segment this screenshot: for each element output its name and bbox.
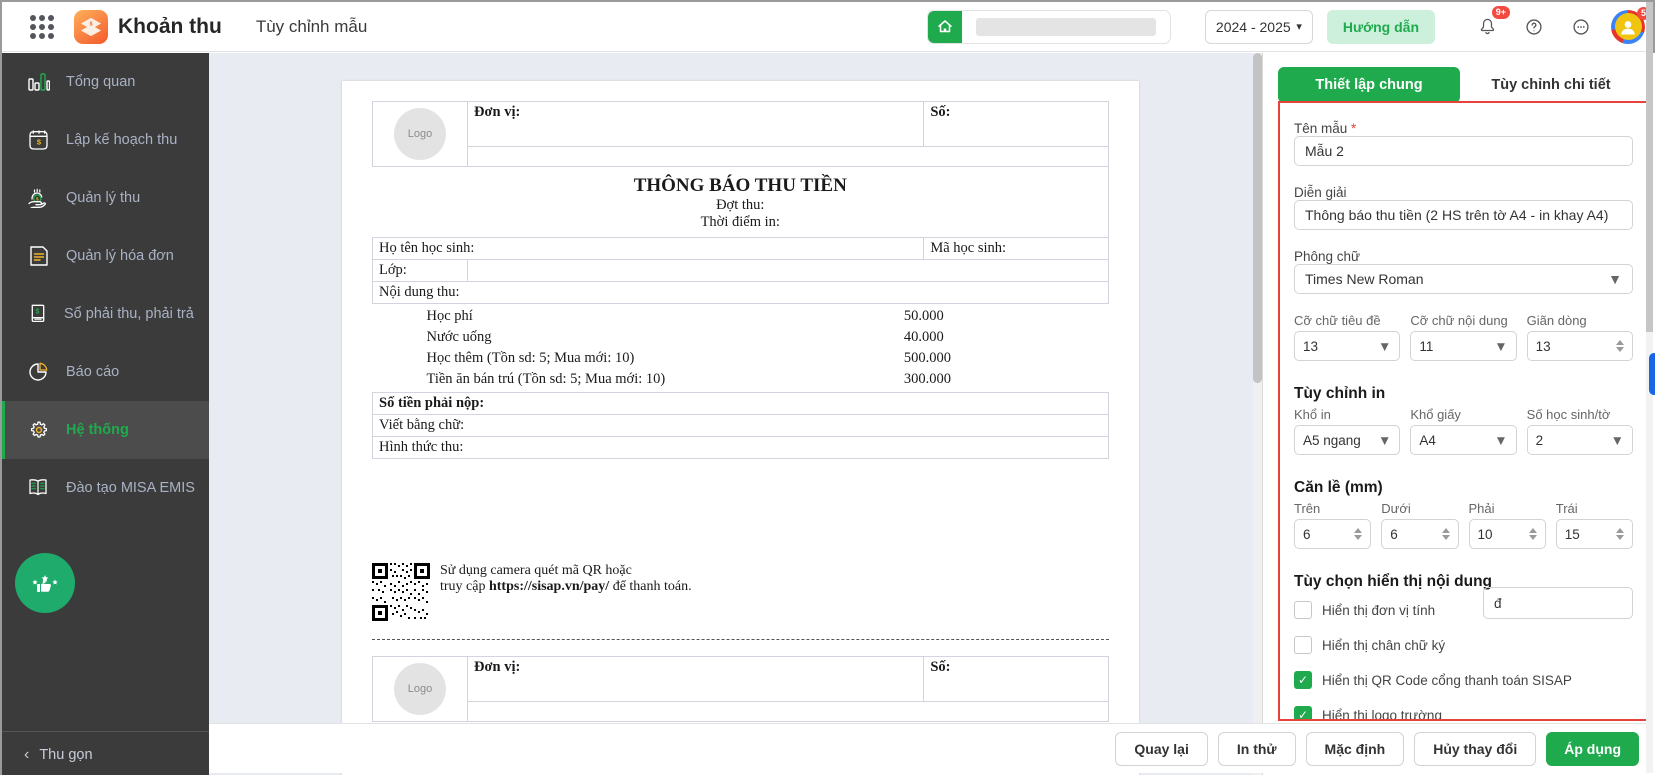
svg-text:$: $ bbox=[36, 309, 40, 316]
svg-text:$: $ bbox=[37, 138, 42, 147]
svg-text:$: $ bbox=[90, 21, 93, 27]
svg-text:$: $ bbox=[36, 197, 39, 202]
